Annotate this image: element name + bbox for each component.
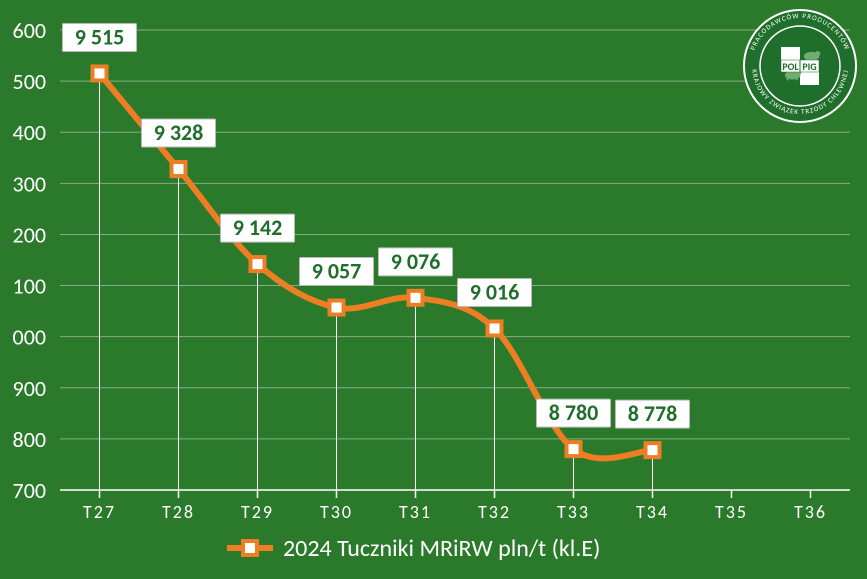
chart-background	[0, 0, 867, 579]
price-line-chart: 700 800 900 000 100 200 300 400 500 600 T27 T28 T29 T…	[0, 0, 867, 579]
y-tick-label: 800	[13, 426, 46, 453]
data-marker	[567, 442, 581, 456]
svg-text:9 142: 9 142	[233, 214, 283, 241]
y-tick-label: 700	[13, 477, 46, 504]
data-marker	[172, 162, 186, 176]
x-tick-label: T28	[162, 501, 195, 523]
svg-text:8 780: 8 780	[549, 399, 599, 426]
x-tick-label: T29	[241, 501, 274, 523]
x-tick-label: T32	[478, 501, 511, 523]
polpig-logo: PRACODAWCÓW PRODUCENTÓWKRAJOWY ZWIĄZEK T…	[744, 10, 856, 122]
data-label: 9 515	[63, 23, 137, 51]
svg-text:PIG: PIG	[802, 60, 816, 73]
y-tick-label: 400	[13, 119, 46, 146]
chart-svg: 700 800 900 000 100 200 300 400 500 600 T27 T28 T29 T…	[0, 0, 867, 579]
x-tick-label: T27	[83, 501, 116, 523]
x-tick-label: T31	[399, 501, 432, 523]
svg-text:9 515: 9 515	[75, 23, 125, 50]
data-marker	[93, 66, 107, 80]
y-tick-label: 600	[13, 17, 46, 44]
svg-text:9 057: 9 057	[312, 258, 362, 285]
svg-text:9 076: 9 076	[391, 248, 441, 275]
y-tick-label: 000	[13, 324, 46, 351]
y-tick-label: 300	[13, 170, 46, 197]
legend-label: 2024 Tuczniki MRiRW pln/t (kl.E)	[283, 534, 600, 563]
y-tick-label: 500	[13, 68, 46, 95]
data-marker	[330, 301, 344, 315]
data-label: 9 016	[458, 278, 532, 306]
x-tick-label: T34	[636, 501, 669, 523]
svg-text:POL: POL	[782, 60, 799, 73]
data-marker	[646, 443, 660, 457]
svg-text:9 016: 9 016	[470, 278, 520, 305]
x-tick-label: T35	[715, 501, 748, 523]
data-label: 9 076	[379, 248, 453, 276]
x-tick-label: T30	[320, 501, 353, 523]
svg-text:8 778: 8 778	[628, 400, 678, 427]
y-tick-label: 100	[13, 273, 46, 300]
x-tick-label: T36	[794, 501, 827, 523]
data-label: 8 780	[537, 399, 611, 427]
y-tick-label: 200	[13, 221, 46, 248]
x-tick-label: T33	[557, 501, 590, 523]
svg-text:9 328: 9 328	[154, 119, 204, 146]
data-marker	[488, 321, 502, 335]
y-tick-label: 900	[13, 375, 46, 402]
data-marker	[251, 257, 265, 271]
data-label: 9 142	[221, 214, 295, 242]
data-marker	[409, 291, 423, 305]
legend: 2024 Tuczniki MRiRW pln/t (kl.E)	[227, 534, 600, 563]
data-label: 8 778	[616, 400, 690, 428]
data-label: 9 057	[300, 258, 374, 286]
data-label: 9 328	[142, 119, 216, 147]
